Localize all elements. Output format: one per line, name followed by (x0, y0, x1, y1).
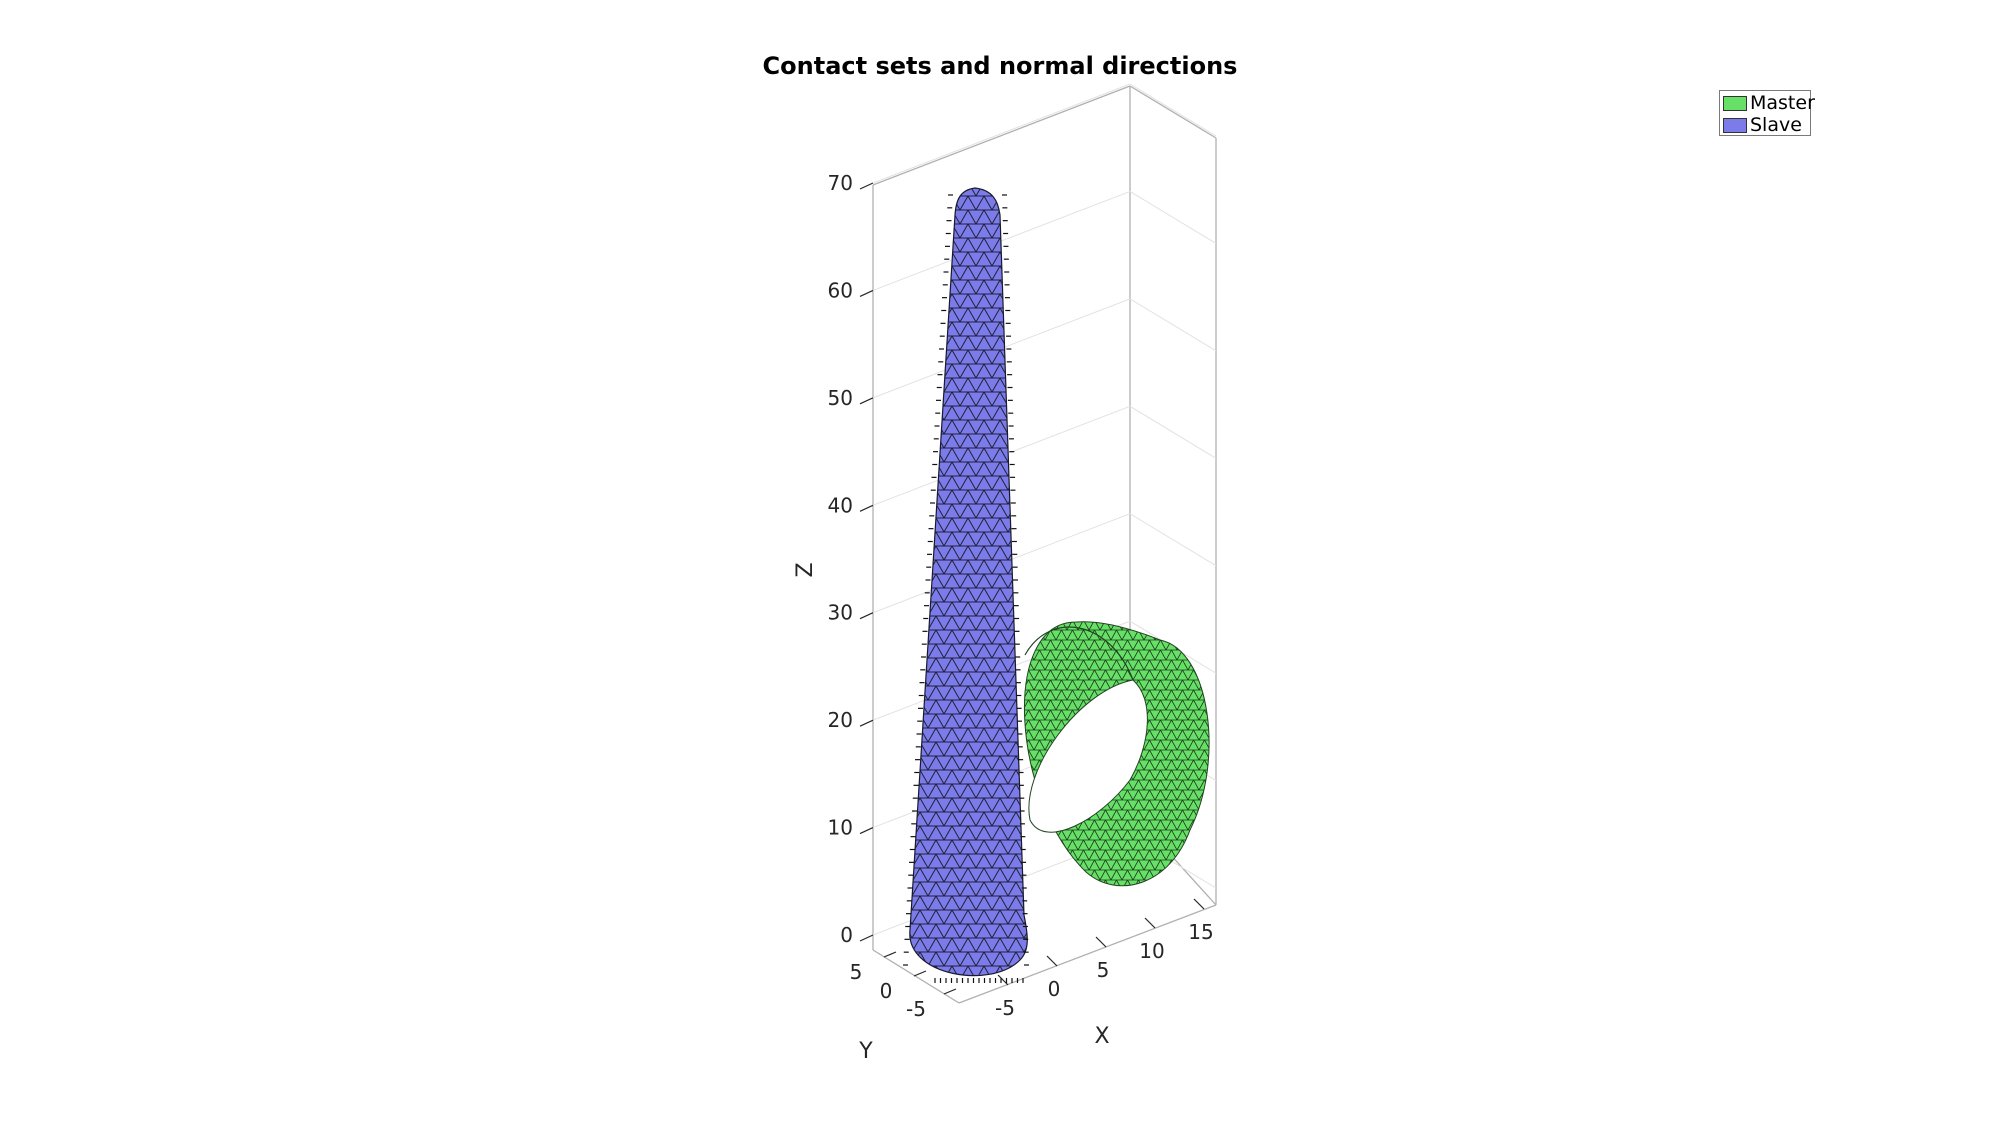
z-tick-label: 30 (828, 601, 853, 625)
z-tick-label: 60 (828, 278, 853, 302)
y-tick-mark (913, 970, 927, 977)
x-tick-label: 0 (1048, 977, 1061, 1001)
y-tick-mark (943, 988, 957, 995)
normal-direction-arrows (903, 194, 1029, 983)
x-tick-mark (1193, 898, 1205, 910)
z-gridline-side (1129, 405, 1217, 459)
legend-label-master: Master (1750, 92, 1815, 114)
z-tick-mark (859, 397, 874, 405)
legend[interactable]: Master Slave (1719, 90, 1815, 136)
z-gridline-side (1129, 191, 1217, 244)
z-tick-label: 10 (828, 816, 853, 840)
master-ring-opening (1028, 679, 1148, 833)
x-tick-label: 5 (1097, 958, 1110, 982)
y-tick-label: 5 (850, 960, 863, 984)
legend-swatch-slave (1723, 117, 1747, 133)
y-tick-mark (883, 951, 897, 958)
x-axis-label: X (1094, 1024, 1109, 1049)
x-axis-ticks: -5 0 5 10 15 (995, 898, 1214, 1020)
z-gridline-side (1129, 298, 1217, 352)
z-gridline (872, 83, 1131, 184)
z-gridline (872, 190, 1131, 291)
z-tick-mark (859, 827, 874, 835)
z-axis-ticks: 0 10 20 30 40 50 60 70 (828, 171, 874, 947)
series-slave-surface (909, 187, 1028, 977)
x-tick-mark (997, 974, 1009, 986)
x-tick-label: 15 (1188, 920, 1213, 944)
z-tick-label: 20 (828, 708, 853, 732)
z-tick-mark (859, 504, 874, 512)
z-gridline-side (1129, 83, 1217, 137)
z-tick-label: 50 (828, 386, 853, 410)
z-tick-mark (859, 719, 874, 727)
series-master-surface (1023, 621, 1210, 887)
x-tick-mark (1144, 917, 1156, 929)
x-tick-label: -5 (995, 996, 1015, 1020)
y-tick-label: -5 (906, 997, 926, 1021)
y-axis-label: Y (858, 1039, 873, 1064)
z-axis-label: Z (793, 562, 818, 577)
axes-box (872, 85, 1217, 1004)
x-tick-mark (1095, 936, 1107, 948)
z-tick-mark (859, 612, 874, 620)
z-gridline-side (1129, 513, 1217, 567)
legend-item-master[interactable]: Master (1723, 92, 1815, 114)
x-tick-label: 10 (1139, 939, 1164, 963)
x-tick-mark (1046, 955, 1058, 967)
z-tick-mark (859, 934, 874, 942)
master-ring-outer-rim (1024, 626, 1134, 681)
y-tick-label: 0 (880, 979, 893, 1003)
z-tick-mark (859, 289, 874, 297)
y-axis-ticks: -5 05 (850, 951, 957, 1021)
z-tick-label: 70 (828, 171, 853, 195)
chart-title: Contact sets and normal directions (762, 52, 1238, 80)
legend-item-slave[interactable]: Slave (1723, 114, 1802, 136)
legend-label-slave: Slave (1750, 114, 1802, 136)
z-tick-label: 40 (828, 493, 853, 517)
legend-swatch-master (1723, 95, 1747, 111)
z-tick-label: 0 (840, 923, 853, 947)
slave-cone-body (909, 187, 1028, 977)
z-tick-mark (859, 182, 874, 190)
